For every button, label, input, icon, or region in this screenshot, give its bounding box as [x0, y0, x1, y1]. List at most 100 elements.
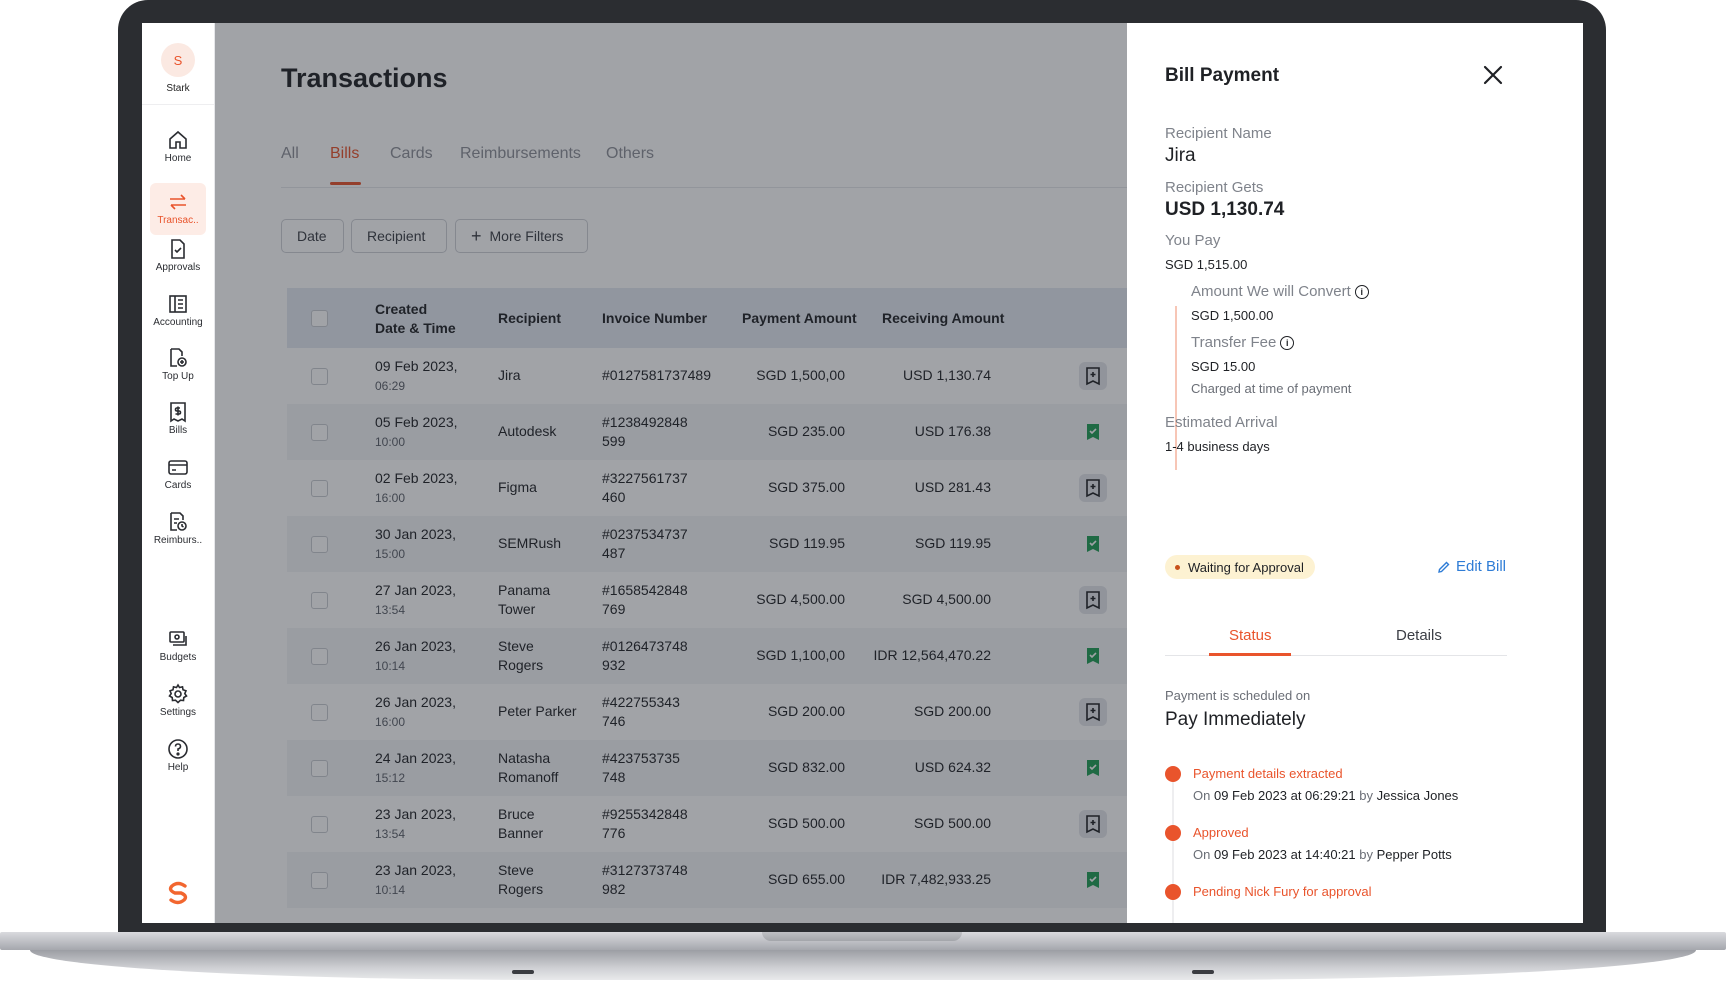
timeline-title: Pending Nick Fury for approval [1193, 884, 1372, 899]
sidebar-item-settings[interactable]: Settings [150, 675, 206, 727]
divider [142, 104, 214, 105]
approved-bookmark-icon[interactable] [1079, 418, 1107, 446]
invoice-line: 748 [602, 769, 626, 785]
table-row[interactable]: 24 Jan 2023, 15:12 Natasha Romanoff #4237… [287, 740, 1127, 796]
modal-backdrop[interactable] [215, 23, 1127, 923]
org-switcher[interactable]: S Stark [142, 43, 214, 94]
tab-status[interactable]: Status [1229, 627, 1272, 644]
invoice-line: #1238492848 [602, 414, 688, 430]
receiving-amount-cell: USD 624.32 [914, 759, 991, 775]
column-header-payment[interactable]: Payment Amount [742, 310, 857, 326]
row-checkbox[interactable] [311, 872, 328, 889]
panel-title: Bill Payment [1165, 65, 1280, 86]
created-time: 13:54 [375, 827, 406, 841]
sidebar-item-budgets[interactable]: Budgets [150, 620, 206, 672]
recipient-cell: Autodesk [498, 422, 556, 441]
sidebar-item-top-up[interactable]: Top Up [150, 339, 206, 391]
tab-details[interactable]: Details [1396, 627, 1442, 644]
info-icon[interactable]: i [1354, 285, 1369, 299]
edit-bill-link[interactable]: Edit Bill [1437, 558, 1506, 575]
row-checkbox[interactable] [311, 368, 328, 385]
tab-cards[interactable]: Cards [390, 145, 433, 162]
more-filters-button[interactable]: + More Filters [455, 219, 588, 253]
recipient-cell: SEMRush [498, 534, 561, 553]
close-icon[interactable] [1482, 64, 1504, 91]
row-checkbox[interactable] [311, 760, 328, 777]
status-dot [1175, 564, 1180, 570]
pending-bookmark-icon[interactable] [1079, 362, 1107, 390]
table-row[interactable]: 26 Jan 2023, 10:14 Steve Rogers #01264737… [287, 628, 1127, 684]
sidebar-item-reimbursements[interactable]: Reimburs.. [150, 503, 206, 555]
created-date: 26 Jan 2023, [375, 638, 456, 654]
row-checkbox[interactable] [311, 536, 328, 553]
sidebar-item-accounting[interactable]: Accounting [150, 285, 206, 337]
table-row[interactable]: 27 Jan 2023, 13:54 Panama Tower #16585428… [287, 572, 1127, 628]
column-header-invoice[interactable]: Invoice Number [602, 310, 708, 326]
sidebar-item-cards[interactable]: Cards [150, 448, 206, 500]
convert-label: Amount We will Convert i [1191, 283, 1369, 300]
tab-others[interactable]: Others [606, 145, 655, 162]
sidebar-item-home[interactable]: Home [150, 121, 206, 173]
transfer-arrows-icon [170, 194, 186, 210]
table-row[interactable]: 23 Jan 2023, 13:54 Bruce Banner #92553428… [287, 796, 1127, 852]
invoice-line: 599 [602, 433, 626, 449]
column-header-recipient[interactable]: Recipient [498, 310, 562, 326]
table-row[interactable]: 26 Jan 2023, 16:00 Peter Parker #4227553… [287, 684, 1127, 740]
approval-document-icon [171, 239, 185, 259]
recipient-line: Banner [498, 825, 544, 841]
recipient-cell: Peter Parker [498, 702, 577, 721]
receiving-amount-cell: SGD 4,500.00 [902, 591, 991, 607]
row-checkbox[interactable] [311, 704, 328, 721]
table-row[interactable]: 09 Feb 2023, 06:29 Jira #0127581737489 S… [287, 348, 1127, 404]
table-row[interactable]: 30 Jan 2023, 15:00 SEMRush #0237534737 48… [287, 516, 1127, 572]
timeline-by: by [1359, 788, 1374, 803]
table-header: Created Date & Time Recipient Invoice Nu… [287, 288, 1127, 348]
invoice-line: #0237534737 [602, 526, 688, 542]
sidebar-item-label: Transac.. [157, 215, 199, 226]
receiving-amount-cell: SGD 119.95 [914, 535, 991, 551]
table-row[interactable]: 05 Feb 2023, 10:00 Autodesk #1238492848 5… [287, 404, 1127, 460]
recipient-filter-button[interactable]: Recipient [351, 219, 447, 253]
row-checkbox[interactable] [311, 592, 328, 609]
info-icon[interactable]: i [1280, 336, 1295, 350]
receiving-amount-cell: USD 1,130.74 [903, 367, 991, 383]
table-row[interactable]: 02 Feb 2023, 16:00 Figma #3227561737 460 … [287, 460, 1127, 516]
sidebar-item-bills[interactable]: Bills [150, 393, 206, 445]
approved-bookmark-icon[interactable] [1079, 754, 1107, 782]
row-checkbox[interactable] [311, 480, 328, 497]
fee-note: Charged at time of payment [1191, 381, 1352, 396]
pending-bookmark-icon[interactable] [1079, 474, 1107, 502]
column-header-created[interactable]: Created Date & Time [375, 300, 456, 338]
row-checkbox[interactable] [311, 424, 328, 441]
row-checkbox[interactable] [311, 816, 328, 833]
timeline-line [1172, 773, 1174, 923]
sidebar-item-help[interactable]: Help [150, 730, 206, 782]
sidebar-item-label: Top Up [162, 371, 194, 382]
date-filter-button[interactable]: Date [281, 219, 344, 253]
created-time: 16:00 [375, 715, 406, 729]
created-cell: 24 Jan 2023, 15:12 [375, 749, 456, 788]
pending-bookmark-icon[interactable] [1079, 810, 1107, 838]
approved-bookmark-icon[interactable] [1079, 530, 1107, 558]
column-header-receiving[interactable]: Receiving Amount [882, 310, 1005, 326]
org-avatar[interactable]: S [161, 43, 195, 77]
pending-bookmark-icon[interactable] [1079, 586, 1107, 614]
timeline-title: Payment details extracted [1193, 766, 1343, 781]
help-icon [168, 739, 188, 759]
row-checkbox[interactable] [311, 648, 328, 665]
sidebar-item-transactions[interactable]: Transac.. [150, 183, 206, 235]
pencil-icon [1438, 561, 1450, 573]
recipient-line: Peter Parker [498, 703, 577, 719]
tab-reimbursements[interactable]: Reimbursements [460, 145, 581, 162]
invoice-cell: #0127581737489 [602, 366, 711, 385]
sidebar-item-label: Bills [168, 425, 188, 436]
tab-bills[interactable]: Bills [330, 145, 360, 162]
approved-bookmark-icon[interactable] [1079, 866, 1107, 894]
sidebar-item-approvals[interactable]: Approvals [150, 230, 206, 282]
pending-bookmark-icon[interactable] [1079, 698, 1107, 726]
table-row[interactable]: 23 Jan 2023, 10:14 Steve Rogers #31273737… [287, 852, 1127, 908]
tab-all[interactable]: All [281, 145, 299, 162]
select-all-checkbox[interactable] [311, 310, 328, 327]
approved-bookmark-icon[interactable] [1079, 642, 1107, 670]
sidebar-item-label: Approvals [155, 262, 201, 273]
